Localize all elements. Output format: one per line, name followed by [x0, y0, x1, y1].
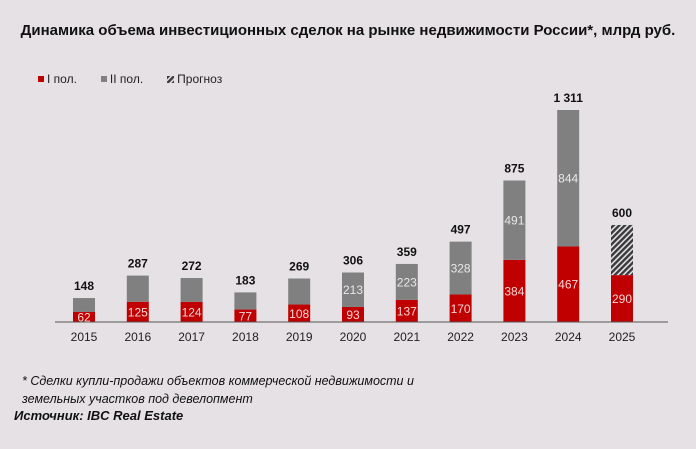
total-label: 287 [128, 257, 148, 271]
bar-h1 [288, 304, 311, 322]
bar-h1 [449, 294, 472, 322]
bar-h2 [180, 278, 203, 302]
bar-h1 [557, 246, 580, 322]
legend-label-h2: II пол. [109, 72, 144, 86]
x-tick-label: 2025 [609, 330, 636, 344]
data-label-h1: 108 [289, 307, 309, 321]
bar-h2 [126, 275, 149, 302]
data-label-h2: 491 [504, 214, 524, 228]
data-label-h1: 384 [504, 284, 524, 298]
bar-h1 [342, 306, 364, 322]
data-label-h1: 77 [239, 309, 253, 323]
legend-swatch-h1 [38, 76, 44, 82]
bar-h2 [73, 298, 95, 312]
bar-h2 [234, 292, 257, 310]
bar-h1 [611, 275, 633, 322]
data-label-h1: 467 [558, 278, 578, 292]
bar-h1 [126, 301, 149, 322]
legend-item-h1: I пол. [38, 72, 77, 86]
x-tick-label: 2023 [501, 330, 528, 344]
x-tick-label: 2016 [124, 330, 151, 344]
data-label-h1: 290 [612, 292, 632, 306]
x-tick-label: 2024 [555, 330, 582, 344]
legend-item-forecast: Прогноз [167, 72, 222, 86]
x-tick-label: 2017 [178, 330, 205, 344]
bar-h1 [503, 259, 526, 322]
x-tick-label: 2018 [232, 330, 259, 344]
data-label-h1: 170 [451, 302, 471, 316]
bar-chart: 62 148 2015 125 287 2016 124 272 2017 77 183 2018 10… [55, 91, 668, 344]
x-tick-label: 2021 [393, 330, 420, 344]
total-label: 272 [182, 259, 202, 273]
x-tick-label: 2019 [286, 330, 313, 344]
total-label: 875 [504, 162, 524, 176]
bar-forecast [611, 224, 633, 276]
data-label-h1: 137 [397, 304, 417, 318]
data-label-h2: 213 [343, 283, 363, 297]
bar-h1 [73, 311, 95, 322]
x-tick-label: 2020 [340, 330, 367, 344]
total-label: 148 [74, 279, 94, 293]
legend-label-forecast: Прогноз [177, 72, 223, 86]
chart-title: Динамика объема инвестиционных сделок на… [20, 22, 676, 39]
bar-h1 [395, 299, 418, 322]
bar-h1 [180, 301, 203, 322]
source-note: Источник: IBC Real Estate [14, 408, 184, 423]
total-label: 269 [289, 260, 309, 274]
bar-h2 [503, 180, 526, 260]
legend-item-h2: II пол. [100, 72, 144, 86]
footnote: * Сделки купли-продажи объектов коммерче… [22, 374, 414, 406]
x-tick-label: 2022 [447, 330, 474, 344]
bar-h2 [395, 263, 418, 300]
bar-h2 [449, 241, 472, 295]
total-label: 497 [451, 223, 471, 237]
bar-h1 [234, 309, 257, 322]
data-label-h2: 844 [558, 172, 578, 186]
x-tick-label: 2015 [71, 330, 98, 344]
legend-swatch-h2 [100, 76, 107, 82]
data-label-h1: 125 [128, 305, 148, 319]
legend-swatch-forecast [167, 75, 175, 83]
legend: I пол. II пол. Прогноз [38, 72, 222, 86]
bar-h2 [342, 272, 364, 307]
bar-h2 [288, 278, 311, 305]
data-label-h2: 328 [451, 262, 471, 276]
bar-h2 [557, 110, 580, 247]
data-label-h2: 223 [397, 275, 417, 289]
total-label: 183 [235, 273, 255, 287]
data-label-h1: 124 [182, 305, 202, 319]
total-label: 1 311 [554, 91, 584, 105]
legend-label-h1: I пол. [47, 72, 77, 86]
data-label-h1: 93 [346, 308, 360, 322]
total-label: 359 [397, 245, 417, 259]
total-label: 306 [343, 254, 363, 268]
data-label-h1: 62 [77, 310, 91, 324]
total-label: 600 [612, 206, 632, 220]
